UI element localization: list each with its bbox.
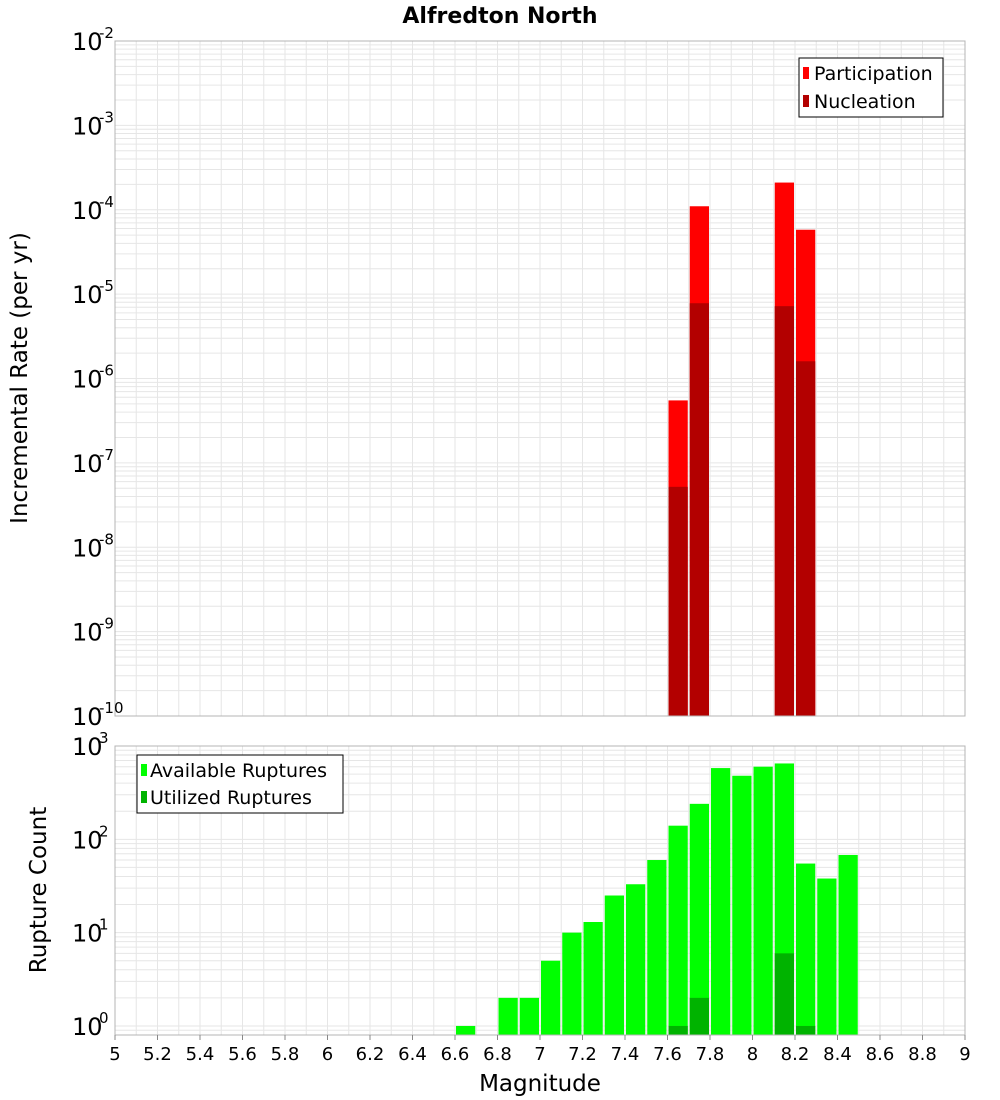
x-tick-label-1: 5.2 bbox=[143, 1044, 172, 1065]
legend-swatch-participation bbox=[803, 67, 809, 79]
x-tick-label-3: 5.6 bbox=[228, 1044, 257, 1065]
bottom-y-tick-label-1: 10 bbox=[72, 826, 103, 854]
bottom-y-tick-label-2: 10 bbox=[72, 920, 103, 948]
bottom-bar-1-0 bbox=[668, 1025, 688, 1035]
bottom-bar-0-10 bbox=[689, 803, 709, 1035]
x-tick-label-11: 7.2 bbox=[568, 1044, 597, 1065]
top-bar-1-0 bbox=[668, 486, 688, 716]
bottom-bar-0-7 bbox=[626, 884, 646, 1035]
top-y-axis-label: Incremental Rate (per yr) bbox=[7, 232, 33, 524]
x-tick-label-8: 6.6 bbox=[441, 1044, 470, 1065]
top-y-tick-exp-2: -4 bbox=[99, 193, 114, 211]
x-tick-label-20: 9 bbox=[959, 1044, 970, 1065]
legend-label-participation: Participation bbox=[814, 63, 933, 85]
top-y-tick-exp-5: -7 bbox=[99, 446, 114, 464]
top-panel: 10-210-310-410-510-610-710-810-910-10 In… bbox=[7, 24, 966, 731]
x-tick-label-16: 8.2 bbox=[781, 1044, 810, 1065]
x-tick-label-14: 7.8 bbox=[696, 1044, 725, 1065]
bottom-bar-0-11 bbox=[711, 768, 731, 1035]
bottom-bar-0-13 bbox=[753, 766, 773, 1035]
top-y-tick-label-4: 10 bbox=[72, 366, 103, 394]
x-tick-label-2: 5.4 bbox=[186, 1044, 215, 1065]
x-tick-label-7: 6.4 bbox=[398, 1044, 427, 1065]
bottom-legend-box bbox=[136, 754, 344, 814]
x-tick-label-6: 6.2 bbox=[356, 1044, 385, 1065]
bottom-bar-1-3 bbox=[796, 1025, 816, 1035]
top-y-tick-exp-6: -8 bbox=[99, 530, 114, 548]
top-legend: Participation Nucleation bbox=[798, 57, 944, 118]
top-bar-1-2 bbox=[774, 306, 794, 716]
x-tick-label-18: 8.6 bbox=[866, 1044, 895, 1065]
top-y-tick-label-7: 10 bbox=[72, 619, 103, 647]
bottom-bar-0-12 bbox=[732, 775, 752, 1035]
legend-swatch-available-ruptures bbox=[141, 764, 147, 776]
legend-swatch-utilized-ruptures bbox=[141, 791, 147, 803]
bottom-y-tick-exp-2: 1 bbox=[99, 916, 109, 934]
legend-swatch-nucleation bbox=[803, 95, 809, 107]
x-tick-label-19: 8.8 bbox=[908, 1044, 937, 1065]
top-y-tick-exp-0: -2 bbox=[99, 24, 114, 42]
bottom-y-tick-label-3: 10 bbox=[72, 1013, 103, 1041]
chart-title: Alfredton North bbox=[402, 4, 597, 29]
bottom-bar-0-5 bbox=[583, 922, 603, 1035]
top-y-tick-label-2: 10 bbox=[72, 197, 103, 225]
x-axis-label: Magnitude bbox=[479, 1071, 601, 1097]
top-y-tick-label-3: 10 bbox=[72, 281, 103, 309]
x-tick-label-10: 7 bbox=[534, 1044, 545, 1065]
top-y-tick-label-1: 10 bbox=[72, 112, 103, 140]
bottom-legend: Available Ruptures Utilized Ruptures bbox=[136, 754, 344, 814]
top-y-tick-label-6: 10 bbox=[72, 534, 103, 562]
x-tick-label-4: 5.8 bbox=[271, 1044, 300, 1065]
top-y-tick-label-0: 10 bbox=[72, 28, 103, 56]
bottom-bar-0-15 bbox=[796, 863, 816, 1035]
bottom-bar-0-0 bbox=[456, 1025, 476, 1035]
bottom-bar-0-3 bbox=[541, 960, 561, 1035]
bottom-y-axis-label: Rupture Count bbox=[26, 807, 52, 973]
bottom-bar-0-8 bbox=[647, 860, 667, 1035]
x-ticks: 5 5.2 5.4 5.6 5.8 6 6.2 6.4 6.6 6.8 7 7.2 7.4 7.6 7.8 8… bbox=[109, 1035, 971, 1065]
bottom-bar-1-1 bbox=[689, 997, 709, 1035]
bottom-bar-0-17 bbox=[838, 854, 858, 1035]
bottom-bar-0-9 bbox=[668, 825, 688, 1035]
bottom-bar-1-2 bbox=[774, 953, 794, 1035]
top-y-ticks: 10-210-310-410-510-610-710-810-910-10 bbox=[72, 24, 124, 731]
top-legend-box bbox=[798, 57, 944, 118]
bottom-y-tick-exp-0: 3 bbox=[99, 729, 109, 747]
x-tick-label-15: 8 bbox=[747, 1044, 758, 1065]
x-tick-label-13: 7.6 bbox=[653, 1044, 682, 1065]
bottom-y-tick-exp-3: 0 bbox=[99, 1009, 109, 1027]
top-grid bbox=[114, 40, 966, 717]
top-bar-1-1 bbox=[689, 303, 709, 716]
top-y-tick-exp-1: -3 bbox=[99, 108, 114, 126]
bottom-bar-0-6 bbox=[604, 895, 624, 1035]
x-tick-label-9: 6.8 bbox=[483, 1044, 512, 1065]
x-tick-label-17: 8.4 bbox=[823, 1044, 852, 1065]
top-y-tick-label-8: 10 bbox=[72, 703, 103, 731]
x-tick-label-0: 5 bbox=[109, 1044, 120, 1065]
top-plot-frame bbox=[114, 40, 966, 717]
top-y-tick-exp-4: -6 bbox=[99, 362, 114, 380]
bottom-y-tick-exp-1: 2 bbox=[99, 822, 109, 840]
bottom-y-tick-label-0: 10 bbox=[72, 733, 103, 761]
bottom-bar-0-4 bbox=[562, 932, 582, 1035]
legend-label-nucleation: Nucleation bbox=[814, 91, 916, 113]
x-tick-label-5: 6 bbox=[322, 1044, 333, 1065]
top-bars bbox=[668, 182, 816, 717]
bottom-bar-0-1 bbox=[498, 997, 518, 1035]
top-bar-1-3 bbox=[796, 361, 816, 716]
top-y-tick-exp-7: -9 bbox=[99, 615, 114, 633]
bottom-bars bbox=[456, 763, 858, 1035]
top-y-tick-exp-3: -5 bbox=[99, 277, 114, 295]
legend-label-available-ruptures: Available Ruptures bbox=[150, 760, 327, 782]
bottom-bar-0-2 bbox=[519, 997, 539, 1035]
top-y-tick-label-5: 10 bbox=[72, 450, 103, 478]
bottom-bar-0-16 bbox=[817, 878, 837, 1035]
legend-label-utilized-ruptures: Utilized Ruptures bbox=[150, 787, 312, 809]
x-tick-label-12: 7.4 bbox=[611, 1044, 640, 1065]
top-y-tick-exp-8: -10 bbox=[99, 699, 124, 717]
